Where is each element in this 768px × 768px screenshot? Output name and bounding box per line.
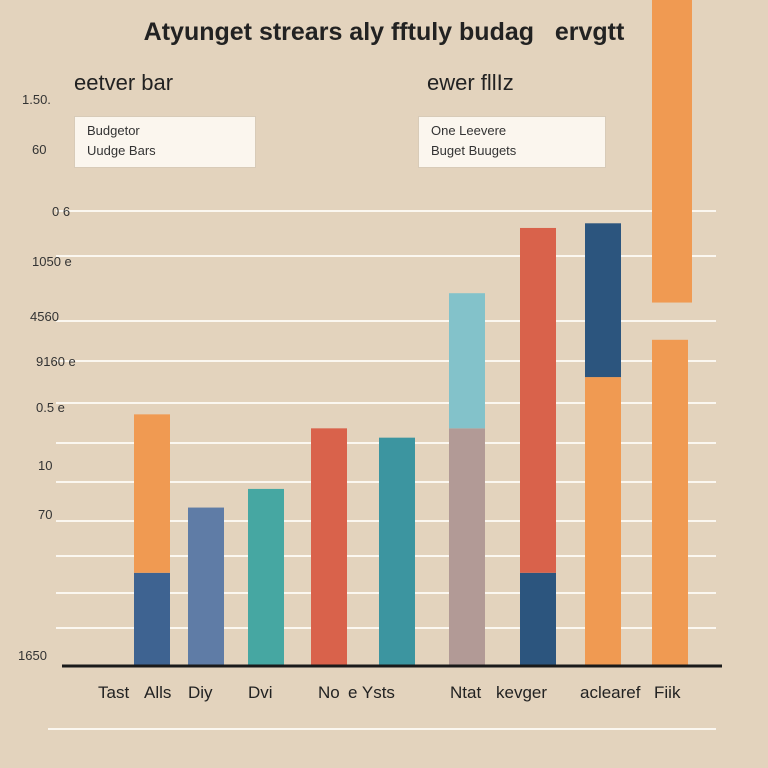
legend-left-entry: Uudge Bars: [87, 143, 156, 158]
chart-subtitle-right: ewer fllIz: [427, 70, 514, 95]
x-category-label: Alls: [144, 683, 171, 702]
legend-right-entry: One Leevere: [431, 123, 507, 138]
y-tick-label: 9160 e: [36, 354, 76, 369]
bar-segment: [449, 428, 485, 666]
x-category-label: Tast: [98, 683, 129, 702]
bar-segment: [449, 293, 485, 429]
x-category-label: Diy: [188, 683, 213, 702]
bar-segment: [188, 507, 224, 666]
bar-segment: [652, 279, 692, 303]
y-tick-label: 0.5 e: [36, 400, 65, 415]
y-tick-label: 60: [32, 142, 46, 157]
x-category-label: kevger: [496, 683, 547, 702]
bar-segment: [134, 572, 170, 666]
y-tick-label: 0 6: [52, 204, 70, 219]
y-tick-label: 1650: [18, 648, 47, 663]
bar-segment: [585, 223, 621, 378]
bar-segment: [585, 377, 621, 666]
y-tick-label: 4560: [30, 309, 59, 324]
x-category-label: Ntat: [450, 683, 481, 702]
legend-left: Budgetor Uudge Bars: [74, 116, 256, 168]
x-category-label: No: [318, 683, 340, 702]
chart-subtitle-left: eetver bar: [74, 70, 174, 95]
bar-segment: [520, 227, 556, 573]
bar-segment: [379, 437, 415, 666]
bar-segment: [652, 0, 692, 303]
x-category-label: Fiik: [654, 683, 681, 702]
x-category-label: e Ysts: [348, 683, 395, 702]
y-tick-label: 10: [38, 458, 52, 473]
x-category-label: Dvi: [248, 683, 273, 702]
bar-segment: [311, 428, 347, 666]
y-tick-label: 1.50.: [22, 92, 51, 107]
legend-right-entry: Buget Buugets: [431, 143, 517, 158]
bar-segment: [248, 488, 284, 666]
bar-segment: [652, 339, 688, 666]
bar-segment: [520, 572, 556, 666]
chart-title: Atyunget strears aly fftuly budag ervgtt: [143, 18, 625, 46]
y-tick-label: 70: [38, 507, 52, 522]
y-tick-label: 1050 e: [32, 254, 72, 269]
bar-segment: [134, 414, 170, 573]
legend-right: One Leevere Buget Buugets: [418, 116, 606, 168]
legend-left-entry: Budgetor: [87, 123, 140, 138]
x-category-label: aclearef: [580, 683, 641, 702]
